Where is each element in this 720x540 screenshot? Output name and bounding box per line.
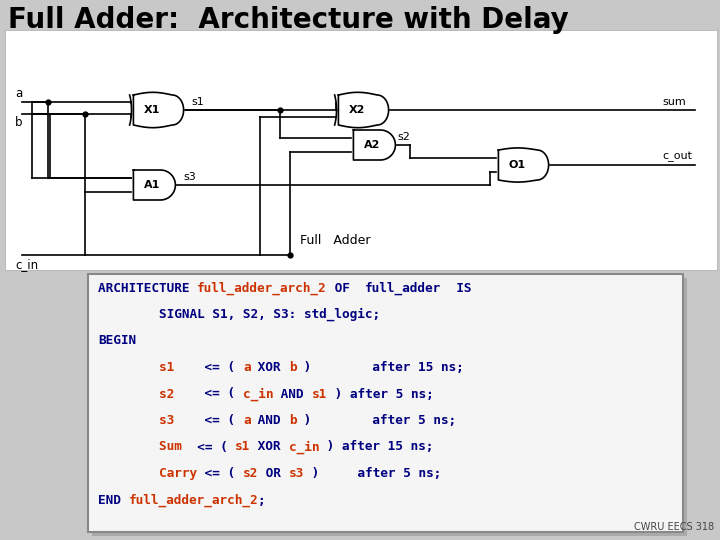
Text: s3: s3 <box>184 172 196 182</box>
Text: AND: AND <box>251 414 289 427</box>
Text: c_out: c_out <box>662 152 692 162</box>
Text: c_in: c_in <box>289 440 319 454</box>
Text: full_adder_arch_2: full_adder_arch_2 <box>197 281 327 295</box>
Text: SIGNAL S1, S2, S3: std_logic;: SIGNAL S1, S2, S3: std_logic; <box>98 308 380 321</box>
Polygon shape <box>133 170 176 200</box>
Text: a: a <box>15 87 22 100</box>
Text: A1: A1 <box>144 180 161 190</box>
Text: Full Adder:  Architecture with Delay: Full Adder: Architecture with Delay <box>8 6 569 34</box>
Text: BEGIN: BEGIN <box>98 334 136 348</box>
Text: s2: s2 <box>98 388 174 401</box>
Text: ;: ; <box>258 494 266 507</box>
Text: sum: sum <box>662 97 685 107</box>
Text: s3: s3 <box>289 467 304 480</box>
Text: XOR: XOR <box>251 361 289 374</box>
Text: IS: IS <box>441 281 472 294</box>
Text: s1: s1 <box>235 441 251 454</box>
Polygon shape <box>498 148 549 182</box>
Text: c_in: c_in <box>243 387 274 401</box>
Text: AND: AND <box>274 388 312 401</box>
Text: b: b <box>15 116 22 129</box>
Text: s2: s2 <box>397 132 410 142</box>
Text: b: b <box>289 361 296 374</box>
Text: END: END <box>98 494 128 507</box>
Text: Full   Adder: Full Adder <box>300 233 370 246</box>
Text: full_adder: full_adder <box>365 281 441 295</box>
Text: A2: A2 <box>364 140 380 150</box>
FancyBboxPatch shape <box>88 274 683 532</box>
Text: b: b <box>289 414 296 427</box>
Text: c_in: c_in <box>15 258 38 271</box>
Text: O1: O1 <box>509 160 526 170</box>
Text: s1: s1 <box>192 97 204 107</box>
Text: a: a <box>243 414 251 427</box>
Text: s2: s2 <box>243 467 258 480</box>
Text: <= (: <= ( <box>174 388 243 401</box>
Text: Carry: Carry <box>98 467 197 480</box>
Text: X2: X2 <box>349 105 366 115</box>
Text: full_adder_arch_2: full_adder_arch_2 <box>128 494 258 507</box>
Text: <= (: <= ( <box>182 441 235 454</box>
Text: ) after 15 ns;: ) after 15 ns; <box>319 441 433 454</box>
Text: s1: s1 <box>98 361 174 374</box>
Text: XOR: XOR <box>251 441 289 454</box>
FancyBboxPatch shape <box>92 278 687 536</box>
FancyBboxPatch shape <box>5 30 717 270</box>
Text: s3: s3 <box>98 414 174 427</box>
Polygon shape <box>354 130 395 160</box>
Text: ARCHITECTURE: ARCHITECTURE <box>98 281 197 294</box>
Text: )     after 5 ns;: ) after 5 ns; <box>304 467 441 480</box>
Polygon shape <box>133 92 184 127</box>
Text: )        after 15 ns;: ) after 15 ns; <box>296 361 464 374</box>
Text: CWRU EECS 318: CWRU EECS 318 <box>634 522 714 532</box>
Text: )        after 5 ns;: ) after 5 ns; <box>296 414 456 427</box>
Text: ) after 5 ns;: ) after 5 ns; <box>327 388 433 401</box>
Text: <= (: <= ( <box>174 414 243 427</box>
Polygon shape <box>338 92 389 127</box>
Text: a: a <box>243 361 251 374</box>
Text: <= (: <= ( <box>197 467 243 480</box>
Text: OF: OF <box>327 281 365 294</box>
Text: Sum: Sum <box>98 441 182 454</box>
Text: <= (: <= ( <box>174 361 243 374</box>
Text: OR: OR <box>258 467 289 480</box>
Text: X1: X1 <box>144 105 161 115</box>
Text: s1: s1 <box>312 388 327 401</box>
